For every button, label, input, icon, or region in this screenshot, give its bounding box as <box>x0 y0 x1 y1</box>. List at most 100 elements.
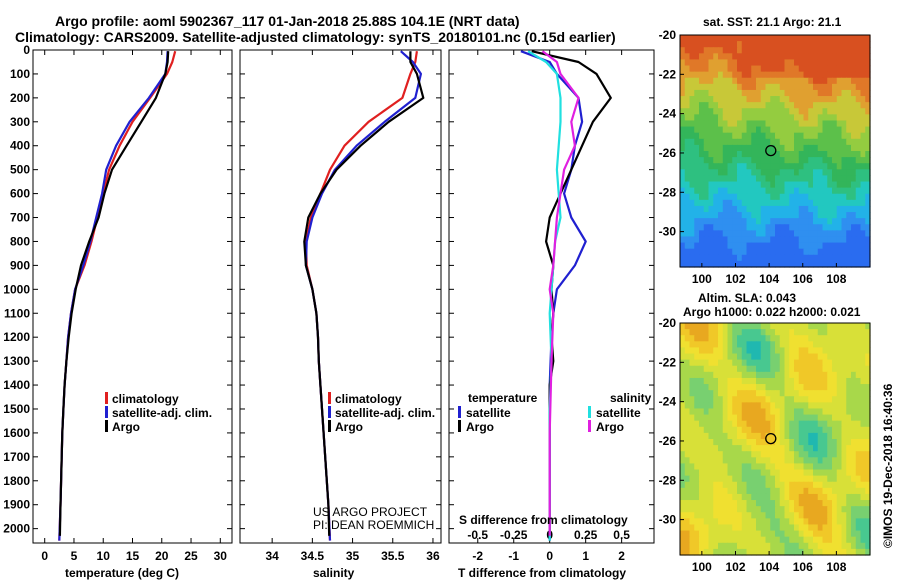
map-cell <box>827 169 833 177</box>
map-cell <box>756 341 762 349</box>
map-cell <box>708 242 714 250</box>
map-cell <box>851 530 857 538</box>
map-cell <box>789 426 795 434</box>
map-cell <box>808 242 814 250</box>
salinity-panel <box>239 49 442 544</box>
map-cell <box>746 414 752 422</box>
map-cell <box>841 493 847 501</box>
map-cell <box>751 163 757 170</box>
map-cell <box>803 353 809 361</box>
map-cell <box>789 41 795 48</box>
map-cell <box>775 396 781 403</box>
map-cell <box>808 463 814 471</box>
map-cell <box>737 512 743 519</box>
map-cell <box>827 59 833 67</box>
map-cell <box>765 163 771 170</box>
map-cell <box>741 120 748 128</box>
map-cell <box>722 445 729 452</box>
map-cell <box>832 384 838 391</box>
map-cell <box>689 500 695 507</box>
map-cell <box>841 230 847 238</box>
map-cell <box>813 329 819 336</box>
map-cell <box>841 242 847 250</box>
map-cell <box>732 242 738 250</box>
map-cell <box>855 469 862 477</box>
map-cell <box>784 469 790 477</box>
map-cell <box>779 402 786 410</box>
map-cell <box>827 347 833 355</box>
map-cell <box>722 248 729 256</box>
map-cell <box>784 506 790 513</box>
map-cell <box>836 506 843 513</box>
map-cell <box>789 323 795 330</box>
map-cell <box>770 384 776 391</box>
map-cell <box>737 53 743 61</box>
map-cell <box>813 530 819 538</box>
map-cell <box>865 426 871 434</box>
map-cell <box>779 426 786 434</box>
map-cell <box>765 120 771 128</box>
map-cell <box>741 402 748 410</box>
map-cell <box>770 408 776 416</box>
map-cell <box>846 144 852 152</box>
map-cell <box>680 108 686 115</box>
map-cell <box>851 181 857 189</box>
map-cell <box>703 518 710 526</box>
map-cell <box>855 242 862 250</box>
map-cell <box>732 536 738 544</box>
map-cell <box>827 205 833 213</box>
map-cell <box>832 163 838 170</box>
map-cell <box>784 481 790 489</box>
map-cell <box>775 132 781 140</box>
map-cell <box>727 181 733 189</box>
map-cell <box>817 420 824 428</box>
map-cell <box>751 451 757 458</box>
map-cell <box>727 390 733 397</box>
map-cell <box>817 47 824 54</box>
map-cell <box>737 236 743 244</box>
map-cell <box>684 506 691 513</box>
map-cell <box>813 254 819 262</box>
map-cell <box>732 390 738 397</box>
map-cell <box>832 402 838 410</box>
map-cell <box>756 463 762 471</box>
map-cell <box>718 542 724 550</box>
map-cell <box>732 335 738 342</box>
lon-tick-label: 106 <box>793 272 813 286</box>
map-cell <box>727 518 733 526</box>
map-cell <box>689 114 695 122</box>
map-cell <box>865 548 871 556</box>
map-cell <box>741 53 748 61</box>
map-cell <box>718 548 724 556</box>
map-cell <box>779 65 786 73</box>
map-cell <box>722 359 729 367</box>
lat-tick-label: -28 <box>659 185 677 199</box>
map-cell <box>708 126 714 134</box>
map-cell <box>808 451 814 458</box>
map-cell <box>832 475 838 483</box>
map-cell <box>689 248 695 256</box>
map-cell <box>827 414 833 422</box>
map-cell <box>718 120 724 128</box>
map-cell <box>827 487 833 495</box>
map-cell <box>851 199 857 207</box>
map-cell <box>860 371 866 379</box>
salinity-axes-frame <box>239 49 442 544</box>
map-cell <box>751 89 757 97</box>
map-cell <box>718 377 724 385</box>
map-cell <box>694 432 700 440</box>
map-cell <box>746 83 752 91</box>
map-cell <box>689 71 695 79</box>
map-cell <box>765 445 771 452</box>
map-cell <box>684 175 691 183</box>
map-cell <box>865 181 871 189</box>
map-cell <box>684 157 691 164</box>
map-cell <box>756 248 762 256</box>
x-tick-label: 0 <box>41 549 48 563</box>
map-cell <box>775 65 781 73</box>
map-cell <box>784 451 790 458</box>
map-cell <box>746 163 752 170</box>
map-cell <box>827 506 833 513</box>
map-cell <box>803 402 809 410</box>
map-cell <box>765 53 771 61</box>
